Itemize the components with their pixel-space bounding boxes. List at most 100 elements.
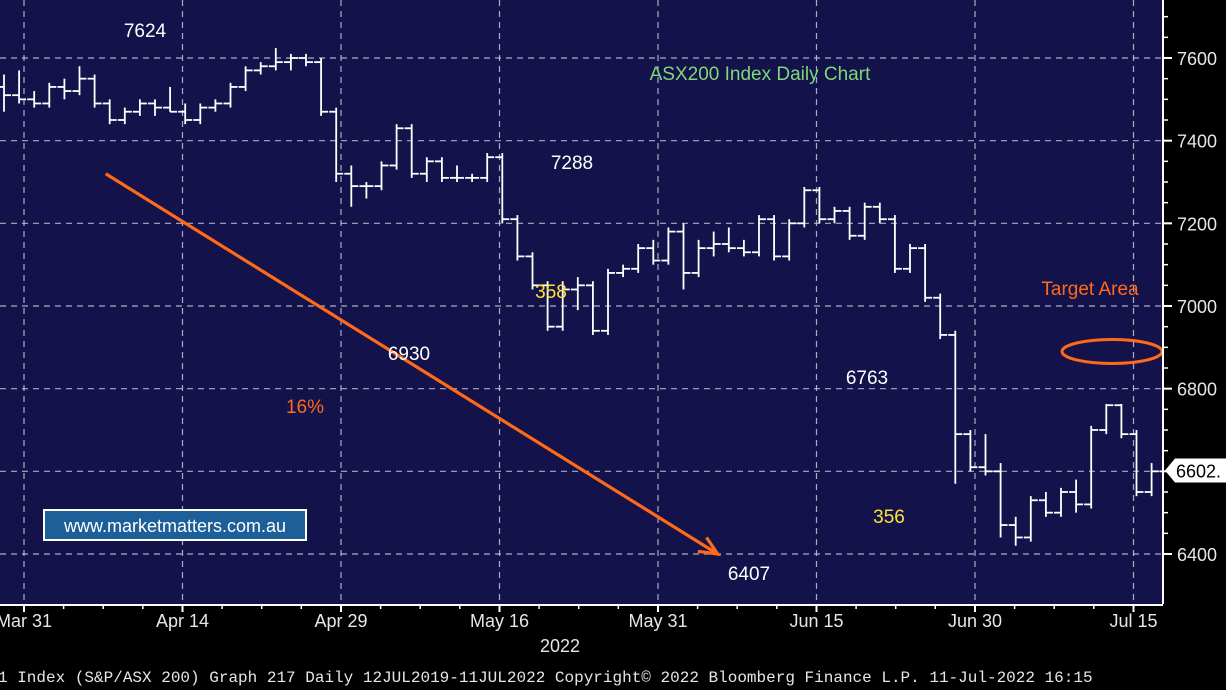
y-tick-label: 7400 bbox=[1177, 132, 1217, 152]
ohlc-bar bbox=[903, 244, 917, 273]
ohlc-bar bbox=[1038, 492, 1053, 517]
ohlc-bar bbox=[42, 82, 57, 108]
y-tick-label: 7600 bbox=[1177, 49, 1217, 69]
ohlc-bar bbox=[480, 153, 495, 182]
ohlc-bar bbox=[102, 99, 117, 125]
ohlc-bar bbox=[993, 463, 1008, 538]
ohlc-bar bbox=[646, 239, 661, 265]
ohlc-bar bbox=[465, 173, 480, 182]
x-tick-label: Jul 15 bbox=[1109, 611, 1157, 631]
x-tick-label: May 31 bbox=[628, 611, 687, 631]
last-price-tag bbox=[1165, 458, 1226, 483]
ohlc-bar bbox=[148, 99, 162, 116]
y-tick-label: 7200 bbox=[1177, 214, 1217, 234]
x-tick-label: Jun 15 bbox=[789, 611, 843, 631]
grid bbox=[0, 0, 1162, 604]
ohlc-bar bbox=[948, 330, 963, 484]
ohlc-bar bbox=[12, 70, 27, 104]
ohlc-bar bbox=[0, 74, 11, 112]
ohlc-bar bbox=[933, 293, 948, 340]
high-label-6763: 6763 bbox=[846, 368, 888, 389]
ohlc-bar bbox=[872, 202, 887, 224]
ohlc-bar bbox=[268, 48, 283, 71]
chart-title: ASX200 Index Daily Chart bbox=[650, 64, 871, 85]
ohlc-bar bbox=[374, 161, 389, 191]
x-tick-label: Apr 29 bbox=[314, 611, 367, 631]
ohlc-bar bbox=[314, 58, 329, 116]
ohlc-bar bbox=[72, 66, 87, 96]
range-label-356: 356 bbox=[873, 507, 905, 528]
ohlc-bar bbox=[57, 78, 72, 100]
low-label-6407: 6407 bbox=[728, 564, 770, 585]
ohlc-bar bbox=[329, 107, 344, 182]
ohlc-bar bbox=[389, 124, 404, 170]
ohlc-bar bbox=[117, 107, 132, 125]
x-axis-panel bbox=[0, 604, 1226, 664]
ohlc-bar bbox=[706, 231, 721, 257]
ohlc-bar bbox=[163, 86, 178, 113]
ohlc-bar bbox=[963, 430, 978, 472]
x-tick-label: May 16 bbox=[470, 611, 529, 631]
watermark-box bbox=[43, 509, 307, 541]
ohlc-bar bbox=[283, 53, 298, 71]
x-year-label: 2022 bbox=[540, 636, 580, 656]
ohlc-bar bbox=[253, 62, 268, 75]
ohlc-bar bbox=[570, 277, 585, 311]
ohlc-bar bbox=[344, 165, 359, 207]
ohlc-bar bbox=[1099, 403, 1114, 435]
trend-arrow-head bbox=[697, 536, 722, 557]
ohlc-bar bbox=[178, 103, 193, 125]
ohlc-bar bbox=[1114, 403, 1129, 439]
ohlc-bar bbox=[404, 124, 419, 178]
ohlc-bar bbox=[208, 99, 223, 112]
ohlc-bar bbox=[616, 264, 631, 278]
ohlc-bar bbox=[767, 215, 782, 261]
y-axis-ticks: 64006600680070007200740076006602. bbox=[1163, 15, 1226, 565]
ohlc-bar bbox=[918, 244, 933, 302]
ohlc-bar bbox=[87, 74, 102, 108]
range-label-358: 358 bbox=[535, 282, 567, 303]
x-tick-label: Jun 30 bbox=[948, 611, 1002, 631]
ohlc-bar bbox=[857, 202, 872, 240]
ohlc-bar bbox=[238, 66, 253, 92]
trend-arrow-line bbox=[104, 172, 719, 556]
watermark-text: www.marketmatters.com.au bbox=[63, 516, 286, 536]
ohlc-bar bbox=[782, 219, 797, 261]
last-price-label: 6602. bbox=[1176, 462, 1221, 482]
ohlc-bar bbox=[495, 153, 510, 224]
ohlc-bar bbox=[691, 239, 706, 278]
plot-background bbox=[0, 0, 1162, 604]
ohlc-bar bbox=[842, 206, 857, 240]
ohlc-bar bbox=[555, 281, 570, 331]
ohlc-bar bbox=[540, 281, 555, 331]
ohlc-bar bbox=[797, 186, 812, 228]
x-tick-label: Mar 31 bbox=[0, 611, 52, 631]
ohlc-bar bbox=[601, 268, 615, 335]
ohlc-bar bbox=[1129, 430, 1144, 497]
footer-text: 1 Index (S&P/ASX 200) Graph 217 Daily 12… bbox=[0, 669, 1093, 687]
ohlc-bar bbox=[978, 434, 993, 476]
ohlc-bar bbox=[1008, 516, 1023, 546]
target-area-label: Target Area bbox=[1041, 279, 1139, 300]
high-label-7288: 7288 bbox=[551, 153, 593, 174]
ohlc-bar bbox=[812, 186, 827, 224]
ohlc-bar bbox=[132, 99, 147, 116]
ohlc-bar bbox=[661, 227, 676, 265]
ohlc-bar bbox=[631, 244, 646, 273]
ohlc-bar bbox=[1144, 463, 1159, 497]
ohlc-bar bbox=[299, 53, 313, 67]
y-tick-label: 6800 bbox=[1177, 380, 1217, 400]
ohlc-bar bbox=[510, 215, 525, 261]
ohlc-bar bbox=[450, 165, 464, 182]
y-tick-label: 7000 bbox=[1177, 297, 1217, 317]
ohlc-bar bbox=[434, 157, 449, 182]
x-tick-label: Apr 14 bbox=[156, 611, 209, 631]
ohlc-bar bbox=[1023, 496, 1038, 542]
ohlc-bar bbox=[585, 281, 600, 335]
y-tick-label: 6400 bbox=[1177, 545, 1217, 565]
ohlc-bar bbox=[359, 182, 374, 199]
high-label-7624: 7624 bbox=[124, 21, 167, 42]
decline-label-16pct: 16% bbox=[286, 397, 324, 418]
